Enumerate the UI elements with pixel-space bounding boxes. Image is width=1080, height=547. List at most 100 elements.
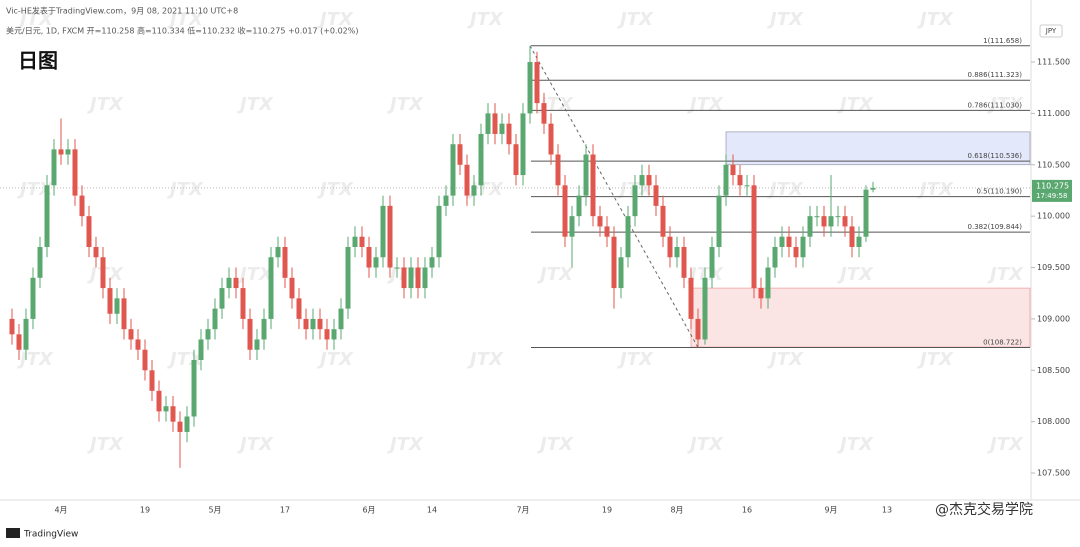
candle-body [79,195,85,217]
countdown: 17:49:58 [1036,192,1067,200]
candle-body [303,318,309,330]
candle-body [296,298,302,319]
watermark: JTX [987,94,1024,115]
candle-body [562,185,568,237]
watermark: JTX [167,9,204,30]
candle-body [401,267,407,289]
x-tick-label: 19 [602,506,612,515]
candle-body [450,144,456,196]
candle-body [821,216,827,227]
candle-body [485,113,491,134]
candle-body [86,216,92,247]
watermark: JTX [917,349,954,370]
candle-body [772,246,778,268]
watermark: JTX [687,434,724,455]
candle-body [429,257,435,268]
candle-body [625,216,631,258]
candle-body [513,144,519,176]
candle-body [261,318,267,340]
watermark: JTX [537,264,574,285]
candle-body [51,149,57,186]
candle-body [786,236,792,247]
candle-body [198,339,204,361]
candle-body [58,149,64,155]
x-tick-label: 17 [280,506,290,515]
candle-body [310,318,316,330]
fib-label: 0.886(111.323) [968,71,1023,79]
watermark: JTX [317,179,354,200]
logo-icon [6,528,20,538]
watermark: JTX [837,264,874,285]
watermark: JTX [987,434,1024,455]
watermark: JTX [317,349,354,370]
candle-body [548,123,554,155]
candle-body [569,216,575,237]
candle-body [121,298,127,330]
x-tick-label: 7月 [516,506,529,515]
candle-body [100,257,106,289]
fib-label: 1(111.658) [983,37,1022,45]
candle-body [863,189,869,237]
candle-body [16,334,22,350]
candle-body [317,318,323,330]
candle-body [688,277,694,319]
candle-body [597,216,603,227]
candle-body [506,123,512,145]
candle-body [443,195,449,206]
candle-body [415,267,421,289]
watermark: JTX [537,434,574,455]
watermark: JTX [767,9,804,30]
zone [690,287,1031,348]
watermark: JTX [917,179,954,200]
candle-body [184,416,190,432]
candle-body [205,329,211,340]
candle-body [457,144,463,165]
legend-line: 美元/日元, 1D, FXCM 开=110.258 高=110.334 低=11… [6,26,358,36]
watermark: JTX [837,94,874,115]
candle-body [674,246,680,258]
candle-body [604,226,610,237]
candle-body [716,195,722,247]
candle-body [30,277,36,319]
x-tick-label: 9月 [824,506,837,515]
x-tick-label: 19 [140,506,150,515]
candle-body [338,308,344,330]
watermark: JTX [237,434,274,455]
last-price-label: 110.275 [1036,181,1069,190]
candle-body [730,164,736,176]
x-tick-label: 6月 [362,506,375,515]
candle-body [23,318,29,350]
candle-body [345,246,351,309]
candle-body [233,277,239,289]
watermark: JTX [167,349,204,370]
candle-body [744,185,750,187]
watermark: JTX [87,94,124,115]
candle-body [408,267,414,289]
candle-body [709,246,715,278]
candle-body [226,277,232,289]
x-tick-label: 4月 [54,506,67,515]
x-tick-label: 5月 [208,506,221,515]
candle-body [639,175,645,186]
watermark: JTX [317,9,354,30]
candle-body [177,421,183,432]
candle-body [170,406,176,422]
x-tick-label: 14 [427,506,437,515]
y-tick-label: 111.000 [1037,109,1070,118]
candle-body [814,216,820,218]
watermark: JTX [767,179,804,200]
candle-body [282,246,288,278]
candle-body [849,226,855,247]
candle-body [275,246,281,258]
candle-body [807,216,813,237]
candle-body [765,267,771,299]
candle-body [464,164,470,196]
x-tick-label: 16 [742,506,752,515]
candle-body [191,360,197,417]
candle-body [289,277,295,299]
y-tick-label: 107.500 [1037,469,1070,478]
watermark: JTX [387,94,424,115]
fib-label: 0(108.722) [983,338,1022,346]
watermark: JTX [837,434,874,455]
candle-body [478,133,484,186]
